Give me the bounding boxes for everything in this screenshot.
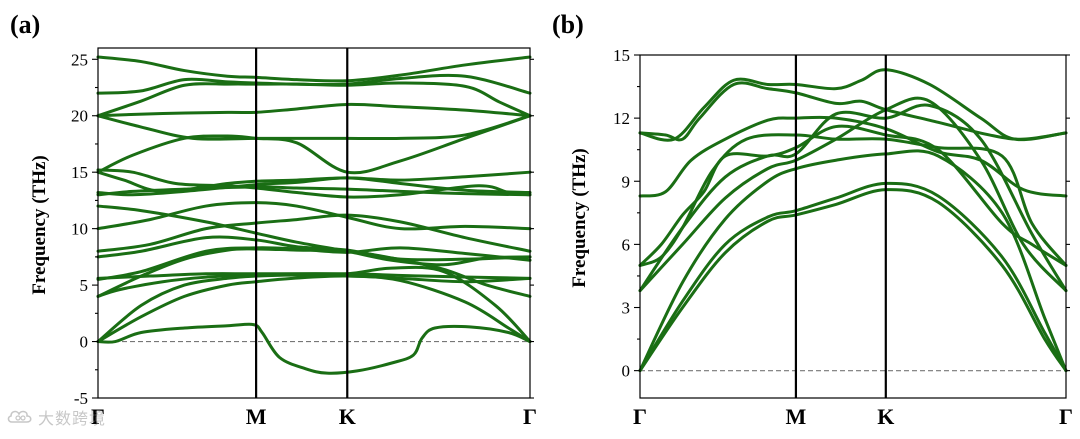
- phonon-band-b14: [96, 170, 532, 193]
- phonon-band-b8: [96, 272, 532, 280]
- phonon-band-b1: [96, 322, 532, 375]
- phonon-band-b6: [638, 124, 1068, 267]
- y-tick-label: 5: [80, 276, 89, 295]
- phonon-band-b6: [96, 246, 532, 281]
- phonon-band-b8: [638, 115, 1068, 198]
- kpoint-label: K: [339, 404, 356, 429]
- phonon-band-b7: [638, 133, 1068, 267]
- phonon-band-b10: [638, 68, 1068, 142]
- panel-a-ylabel: Frequency (THz): [29, 155, 50, 295]
- plot-frame: [97, 47, 531, 399]
- phonon-band-b18: [96, 102, 532, 118]
- y-tick-label: 10: [71, 220, 88, 239]
- y-tick-label: 9: [622, 172, 631, 191]
- phonon-band-b5: [638, 103, 1068, 293]
- phonon-band-b21: [96, 55, 532, 83]
- y-tick-label: 0: [80, 333, 89, 352]
- kpoint-label: M: [786, 404, 807, 429]
- y-tick-label: 20: [71, 107, 88, 126]
- phonon-band-b3: [638, 149, 1068, 373]
- cloud-logo-icon: [7, 410, 32, 423]
- phonon-band-b7: [96, 235, 532, 262]
- y-tick-label: 15: [613, 46, 630, 65]
- watermark: 大数跨境: [6, 405, 106, 429]
- kpoint-label: Γ: [91, 404, 105, 429]
- phonon-band-b1: [638, 188, 1068, 373]
- phonon-band-b9: [96, 213, 532, 253]
- kpoint-label: Γ: [633, 404, 647, 429]
- phonon-band-b9: [638, 81, 1068, 142]
- phonon-band-b2: [96, 274, 532, 344]
- phonon-band-b15: [96, 168, 532, 199]
- y-tick-label: 15: [71, 163, 88, 182]
- y-tick-label: 0: [622, 362, 631, 381]
- phonon-band-b16: [96, 114, 532, 175]
- y-tick-label: 6: [622, 235, 631, 254]
- plot-frame: [639, 54, 1067, 399]
- phonon-band-b2: [638, 181, 1068, 373]
- phonon-band-b17: [96, 114, 532, 141]
- phonon-band-b11: [96, 204, 532, 267]
- panel-b-ylabel: Frequency (THz): [569, 148, 590, 288]
- kpoint-label: M: [246, 404, 267, 429]
- y-tick-label: 3: [622, 299, 631, 318]
- phonon-band-b10: [96, 201, 532, 231]
- y-tick-label: 25: [71, 50, 88, 69]
- y-tick-label: 12: [613, 109, 630, 128]
- panel-b-label: (b): [552, 10, 584, 39]
- watermark-text: 大数跨境: [38, 409, 107, 428]
- panel-b: (b) Frequency (THz) Γ M K Γ 0 3 6 9 12 15: [552, 10, 1073, 429]
- kpoint-label: Γ: [523, 404, 537, 429]
- phonon-band-b20: [96, 73, 532, 95]
- kpoint-label: K: [877, 404, 894, 429]
- panel-a-label: (a): [10, 10, 40, 39]
- y-tick-label: -5: [74, 389, 88, 408]
- kpoint-label: Γ: [1059, 404, 1073, 429]
- phonon-band-b4: [638, 96, 1068, 293]
